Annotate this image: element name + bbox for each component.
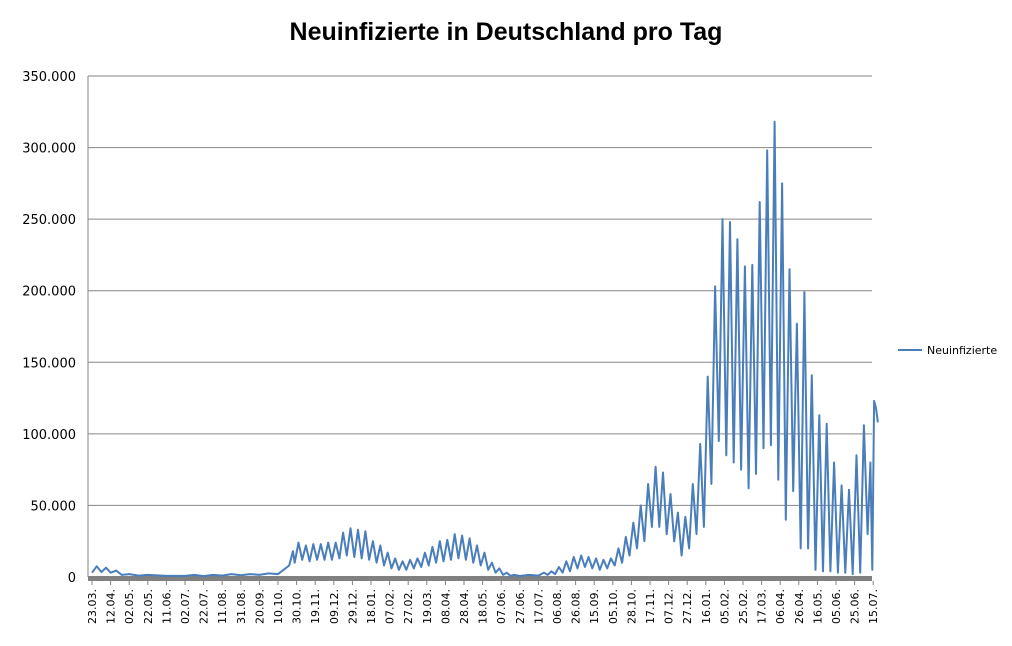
y-axis: 0 50.000 100.000 150.000 200.000 250.000 300.0…: [22, 70, 89, 586]
x-tick-label: 18.05.: [477, 589, 490, 624]
x-tick-label: 27.12.: [681, 589, 694, 624]
x-axis: 23.03. 12.04. 02.05. 22.05. 11.06. 02.07. 22.0…: [86, 576, 880, 624]
x-tick-label: 05.02.: [718, 589, 731, 624]
x-tick-label: 07.02.: [384, 589, 397, 624]
x-tick-label: 06.08.: [551, 589, 564, 624]
x-tick-label: 15.07.: [867, 589, 880, 624]
x-tick-label: 06.04.: [774, 589, 787, 624]
x-tick-label: 17.03.: [756, 589, 769, 624]
x-tick-label: 31.08.: [235, 589, 248, 624]
x-tick-label: 08.04.: [439, 589, 452, 624]
x-tick-label: 26.08.: [570, 589, 583, 624]
x-tick-label: 02.05.: [123, 589, 136, 624]
x-tick-label: 16.01.: [700, 589, 713, 624]
y-tick-label: 0: [68, 571, 76, 586]
x-tick-label: 11.06.: [160, 589, 173, 624]
x-tick-label: 05.10.: [607, 589, 620, 624]
x-tick-label: 02.07.: [179, 589, 192, 624]
series-line-neuinfizierte: [91, 120, 879, 578]
y-tick-label: 200.000: [22, 285, 76, 300]
x-tick-label: 19.11.: [309, 589, 322, 624]
chart-title: Neuinfizierte in Deutschland pro Tag: [289, 18, 723, 46]
x-axis-baseline: [88, 576, 872, 581]
gridlines: [88, 75, 872, 506]
x-tick-label: 28.10.: [625, 589, 638, 624]
x-tick-label: 07.06.: [495, 589, 508, 624]
x-tick-label: 28.04.: [458, 589, 471, 624]
x-tick-label: 22.05.: [142, 589, 155, 624]
y-tick-label: 100.000: [22, 428, 76, 443]
y-tick-label: 300.000: [22, 142, 76, 157]
x-tick-label: 09.12.: [328, 589, 341, 624]
x-tick-label: 23.03.: [86, 589, 99, 624]
x-tick-label: 10.10.: [272, 589, 285, 624]
x-tick-label: 18.01.: [365, 589, 378, 624]
x-tick-label: 05.06.: [830, 589, 843, 624]
x-tick-label: 07.12.: [663, 589, 676, 624]
x-tick-label: 12.04.: [105, 589, 118, 624]
x-tick-label: 17.11.: [644, 589, 657, 624]
x-tick-label: 27.02.: [402, 589, 415, 624]
legend: Neuinfizierte: [898, 344, 997, 357]
y-tick-label: 350.000: [22, 70, 76, 85]
x-tick-label: 26.04.: [793, 589, 806, 624]
x-tick-label: 20.09.: [253, 589, 266, 624]
y-tick-label: 150.000: [22, 356, 76, 371]
x-tick-label: 11.08.: [216, 589, 229, 624]
x-tick-label: 22.07.: [198, 589, 211, 624]
y-tick-label: 250.000: [22, 213, 76, 228]
x-tick-label: 25.06.: [849, 589, 862, 624]
x-tick-label: 29.12.: [346, 589, 359, 624]
x-tick-label: 19.03.: [421, 589, 434, 624]
series-layer: [91, 120, 879, 578]
x-tick-label: 25.02.: [737, 589, 750, 624]
x-tick-label: 15.09.: [588, 589, 601, 624]
x-tick-label: 16.05.: [811, 589, 824, 624]
x-tick-label: 17.07.: [532, 589, 545, 624]
y-tick-label: 50.000: [31, 499, 77, 514]
x-tick-label: 27.06.: [514, 589, 527, 624]
legend-label: Neuinfizierte: [927, 344, 997, 357]
x-tick-label: 30.10.: [291, 589, 304, 624]
